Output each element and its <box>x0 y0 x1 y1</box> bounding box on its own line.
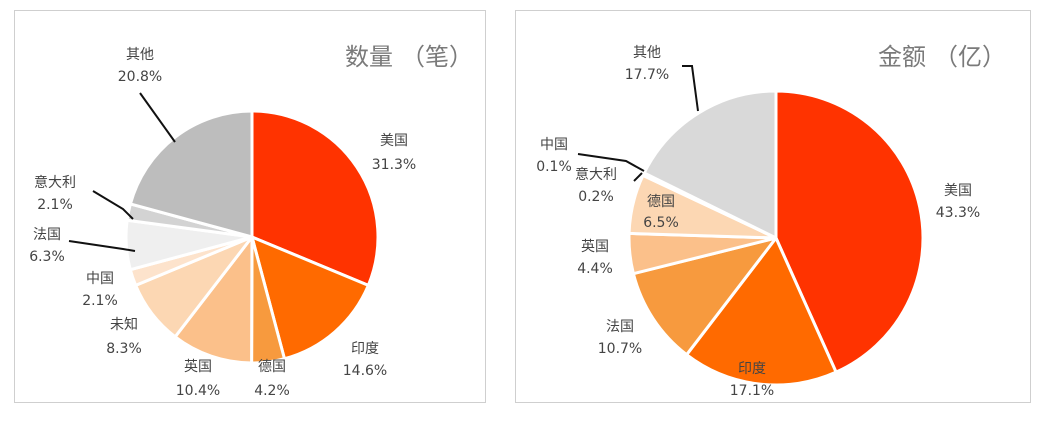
pie-slice-amount-0 <box>774 89 925 374</box>
chart-title-amount: 金额 （亿） <box>878 43 1006 71</box>
slice-label-value: 4.2% <box>254 383 290 399</box>
slice-label-name: 德国 <box>258 359 286 375</box>
slice-label-name: 法国 <box>606 319 634 335</box>
leader-line-other-count <box>139 92 176 143</box>
slice-label-name: 中国 <box>86 271 114 287</box>
slice-label-name: 未知 <box>110 316 138 333</box>
slice-label-name: 印度 <box>351 341 379 357</box>
slice-label-name: 意大利 <box>34 174 76 191</box>
slice-label-value: 0.1% <box>536 159 572 175</box>
slice-label-name: 英国 <box>184 358 212 375</box>
slice-label-name: 法国 <box>33 227 61 243</box>
slice-label-value: 8.3% <box>106 341 142 357</box>
leader-lines-amount <box>577 65 699 182</box>
slice-label-name: 意大利 <box>575 166 617 183</box>
slice-label-value: 14.6% <box>343 363 387 379</box>
pie-slice-amount-7 <box>642 89 778 240</box>
pie-chart-count: 数量 （笔） 其他 20.8% 美国 31.3% 意大利 2.1% 法国 6.3%… <box>29 43 473 399</box>
slice-label-value: 31.3% <box>372 157 416 173</box>
slice-label-value: 20.8% <box>118 69 162 85</box>
pie-chart-amount-panel: 金额 （亿） 其他 17.7% 中国 0.1% 意大利 0.2% 德国 6.5% … <box>515 10 1031 403</box>
slice-label-name: 其他 <box>633 45 661 61</box>
slice-label-value: 6.3% <box>29 249 65 265</box>
pie-slice-count-8 <box>128 109 254 239</box>
leader-lines-count <box>68 92 176 252</box>
pie-chart-amount: 金额 （亿） 其他 17.7% 中国 0.1% 意大利 0.2% 德国 6.5% … <box>536 43 1006 399</box>
slice-label-value: 10.4% <box>176 383 220 399</box>
leader-line-italy-amount <box>633 172 643 182</box>
slice-label-value: 2.1% <box>37 197 73 213</box>
slice-label-value: 17.7% <box>625 67 669 83</box>
leader-line-italy-count <box>92 190 134 220</box>
slice-label-value: 2.1% <box>82 293 118 309</box>
slice-label-value: 0.2% <box>578 189 614 205</box>
leader-line-china-amount <box>577 153 645 172</box>
leader-line-other-amount <box>682 65 699 112</box>
pie-slice-amount-2 <box>631 236 778 357</box>
pie-slices-amount <box>627 89 925 387</box>
pie-slice-count-1 <box>250 235 370 361</box>
slice-label-value: 10.7% <box>598 341 642 357</box>
slice-label-name: 中国 <box>540 137 568 153</box>
slice-label-value: 43.3% <box>936 205 980 221</box>
pie-slice-count-3 <box>173 235 254 365</box>
slice-label-name: 美国 <box>380 133 408 149</box>
pie-slices-count <box>124 109 380 365</box>
leader-line-france-count <box>68 240 136 252</box>
slice-label-name: 美国 <box>944 183 972 199</box>
pie-slice-count-0 <box>250 109 380 287</box>
pie-chart-count-panel: 数量 （笔） 其他 20.8% 美国 31.3% 意大利 2.1% 法国 6.3%… <box>14 10 486 403</box>
slice-label-value: 4.4% <box>577 261 613 277</box>
slice-label-name: 其他 <box>126 47 154 63</box>
slice-label-value: 17.1% <box>730 383 774 399</box>
chart-title-count: 数量 （笔） <box>345 43 473 71</box>
slice-label-name: 印度 <box>738 361 766 377</box>
pie-slice-amount-1 <box>685 236 838 387</box>
slice-label-value: 6.5% <box>643 215 679 231</box>
slice-label-name: 德国 <box>647 194 675 210</box>
slice-label-name: 英国 <box>581 238 609 255</box>
